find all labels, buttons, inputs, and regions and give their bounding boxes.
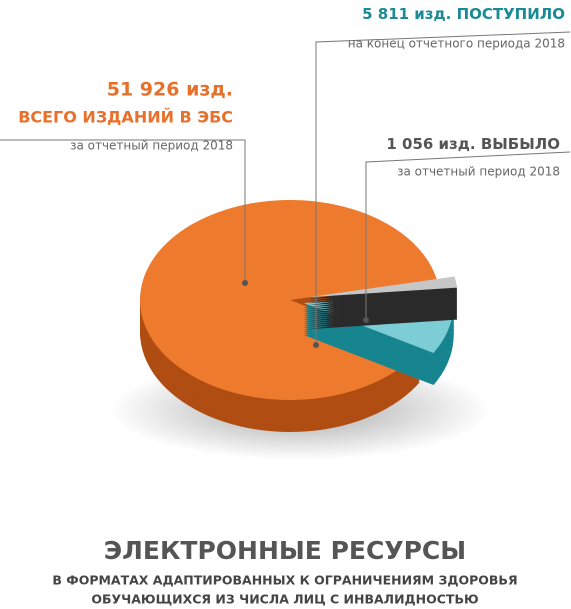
period-label: за отчетный период 2018 bbox=[70, 139, 233, 153]
value-label: 5 811 изд. bbox=[362, 5, 451, 23]
leader-dot bbox=[242, 280, 248, 286]
leader-dot bbox=[313, 342, 319, 348]
leader-line bbox=[0, 139, 246, 283]
slice bbox=[307, 276, 458, 298]
leader-line bbox=[365, 151, 571, 320]
chart-title: ЭЛЕКТРОННЫЕ РЕСУРСЫ bbox=[104, 536, 466, 565]
chart-subtitle: В ФОРМАТАХ АДАПТИРОВАННЫХ К ОГРАНИЧЕНИЯМ… bbox=[52, 573, 517, 588]
period-label: на конец отчетного периода 2018 bbox=[348, 37, 565, 51]
value-label: 51 926 изд. bbox=[107, 79, 233, 101]
leader-dot bbox=[363, 317, 369, 323]
leader-lines bbox=[0, 31, 571, 348]
category-label: ПОСТУПИЛО bbox=[457, 5, 565, 23]
chart-subtitle: ОБУЧАЮЩИХСЯ ИЗ ЧИСЛА ЛИЦ С ИНВАЛИДНОСТЬЮ bbox=[91, 592, 478, 607]
slice-label: 1 056 изд. ВЫБЫЛО bbox=[386, 135, 560, 153]
category-label: ВСЕГО ИЗДАНИЙ В ЭБС bbox=[18, 108, 233, 127]
leader-line bbox=[315, 31, 571, 345]
slice-label: 5 811 изд. ПОСТУПИЛО bbox=[362, 5, 565, 23]
pie bbox=[139, 200, 458, 433]
value-label: 1 056 изд. bbox=[386, 135, 475, 153]
period-label: за отчетный период 2018 bbox=[397, 165, 560, 179]
category-label: ВЫБЫЛО bbox=[481, 135, 560, 153]
